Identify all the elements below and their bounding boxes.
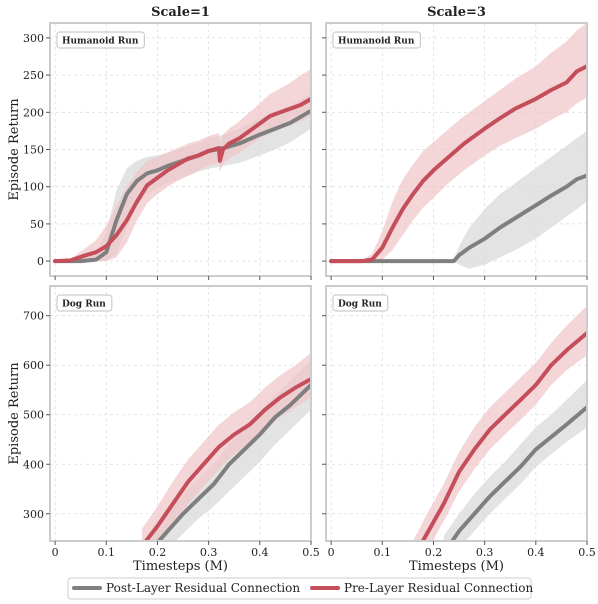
- panel-tag-label: Humanoid Run: [62, 37, 139, 47]
- panel-tag-box: [56, 294, 113, 312]
- y-tick-label: 500: [23, 409, 44, 422]
- legend: Post-Layer Residual Connection Pre-Layer…: [67, 577, 533, 600]
- x-tick-label: 0: [328, 546, 335, 559]
- plot-area: [53, 69, 311, 264]
- x-tick-label: 0: [52, 546, 59, 559]
- legend-frame: [67, 577, 532, 600]
- y-tick-label: 300: [23, 508, 44, 521]
- y-axis-label: Episode Return: [7, 362, 22, 465]
- y-tick-label: 700: [23, 310, 44, 323]
- series-line-post: [156, 383, 311, 541]
- x-tick-label: 0.3: [476, 546, 494, 559]
- series-line-post: [53, 108, 311, 264]
- y-tick-label: 200: [23, 106, 44, 119]
- x-tick-label: 0.4: [251, 546, 269, 559]
- series-band-pre: [142, 352, 311, 541]
- panel-tag-label: Dog Run: [338, 300, 382, 310]
- panel-tag: Dog Run: [56, 294, 113, 312]
- panel-bottom-right: 0 0.1 0.2 0.3 0.4 0.5 Dog Run Timesteps (M): [322, 285, 596, 574]
- y-tick-label: 250: [23, 69, 44, 82]
- panel-tag-box: [56, 31, 146, 49]
- panel-tag: Humanoid Run: [332, 31, 422, 49]
- x-tick-label: 0.5: [578, 546, 596, 559]
- column-title: Scale=1: [151, 5, 210, 20]
- y-tick-label: 50: [30, 218, 44, 231]
- series-line-pre: [143, 377, 311, 541]
- series-line-post: [449, 405, 587, 541]
- panel-top-left: 0 50 100 150 200 250 300 Humanoid Run Scale=1 Epi…: [7, 5, 312, 280]
- panel-tag-label: Dog Run: [62, 300, 106, 310]
- series-band-pre: [413, 305, 587, 541]
- x-tick-label: 0.2: [425, 546, 443, 559]
- y-tick-label: 150: [23, 144, 44, 157]
- x-axis-label: Timesteps (M): [409, 559, 504, 574]
- plot-area: [413, 305, 587, 541]
- x-tick-label: 0.1: [98, 546, 116, 559]
- series-band-post: [443, 380, 587, 541]
- plot-frame: [49, 285, 312, 542]
- panel-tag: Humanoid Run: [56, 31, 146, 49]
- panel-tag-label: Humanoid Run: [338, 37, 415, 47]
- y-axis-label: Episode Return: [7, 98, 22, 201]
- x-tick-label: 0.3: [200, 546, 218, 559]
- panel-top-right: Humanoid Run Scale=3: [322, 5, 588, 280]
- series-band-pre: [331, 23, 587, 262]
- column-title: Scale=3: [427, 5, 486, 20]
- panel-tag-box: [332, 294, 389, 312]
- x-axis-label: Timesteps (M): [133, 559, 228, 574]
- y-tick-label: 300: [23, 32, 44, 45]
- legend-post-label: Post-Layer Residual Connection: [106, 581, 300, 595]
- plot-background: [326, 286, 587, 541]
- panel-tag: Dog Run: [332, 294, 389, 312]
- plot-area: [329, 23, 587, 269]
- panel-tag-box: [332, 31, 422, 49]
- y-tick-label: 600: [23, 359, 44, 372]
- series-line-post: [329, 173, 587, 264]
- y-tick-label: 0: [37, 255, 44, 268]
- x-tick-label: 0.1: [374, 546, 392, 559]
- y-tick-label: 400: [23, 458, 44, 471]
- x-tick-label: 0.5: [302, 546, 320, 559]
- plot-frame: [325, 285, 588, 542]
- series-line-pre: [420, 331, 587, 541]
- series-line-pre: [53, 96, 311, 264]
- panel-bottom-left: 300 400 500 600 700 0 0.1 0.2 0.3 0.4 0.5 Dog Run Ep…: [7, 285, 320, 574]
- series-line-pre: [329, 64, 587, 264]
- x-tick-label: 0.4: [527, 546, 545, 559]
- series-band-post: [331, 130, 587, 269]
- y-tick-label: 100: [23, 181, 44, 194]
- plot-area: [142, 352, 311, 541]
- x-tick-label: 0.2: [149, 546, 167, 559]
- legend-pre-label: Pre-Layer Residual Connection: [344, 581, 533, 595]
